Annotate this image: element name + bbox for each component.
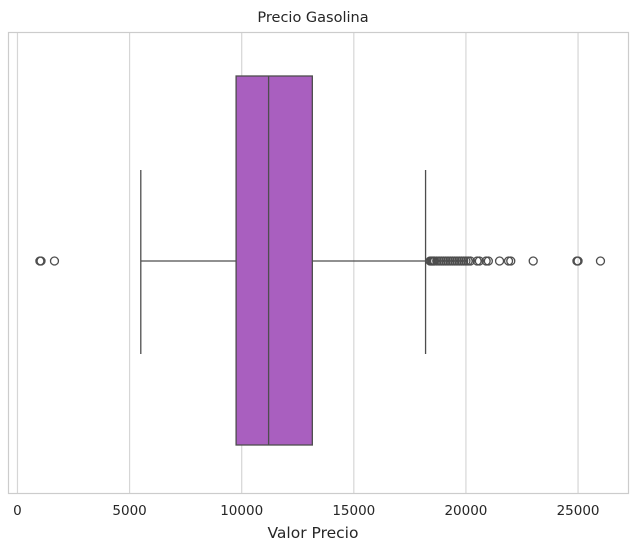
x-tick-label: 0	[13, 503, 22, 519]
box-plot	[140, 75, 427, 446]
outliers	[35, 256, 606, 266]
outlier-point	[49, 256, 60, 266]
x-tick-label: 5000	[112, 503, 146, 519]
outlier-point	[595, 256, 606, 266]
outlier-point	[36, 256, 46, 266]
outlier-point	[506, 256, 516, 266]
x-tick-label: 10000	[220, 503, 263, 519]
outlier-point	[573, 256, 583, 266]
outlier-point	[494, 256, 505, 266]
outlier-point	[474, 256, 485, 266]
iqr-box	[235, 75, 313, 446]
outlier-point	[483, 256, 494, 266]
plot-frame	[7, 31, 630, 495]
x-tick-label: 25000	[557, 503, 600, 519]
x-tick-label: 20000	[444, 503, 487, 519]
outlier-point	[465, 256, 476, 266]
outlier-point	[528, 256, 538, 266]
x-axis-label: Valor Precio	[268, 524, 359, 542]
x-tick-labels: 0 5000 10000 15000 20000 25000	[13, 503, 599, 519]
chart-title: Precio Gasolina	[257, 10, 368, 26]
x-tick-label: 15000	[332, 503, 375, 519]
